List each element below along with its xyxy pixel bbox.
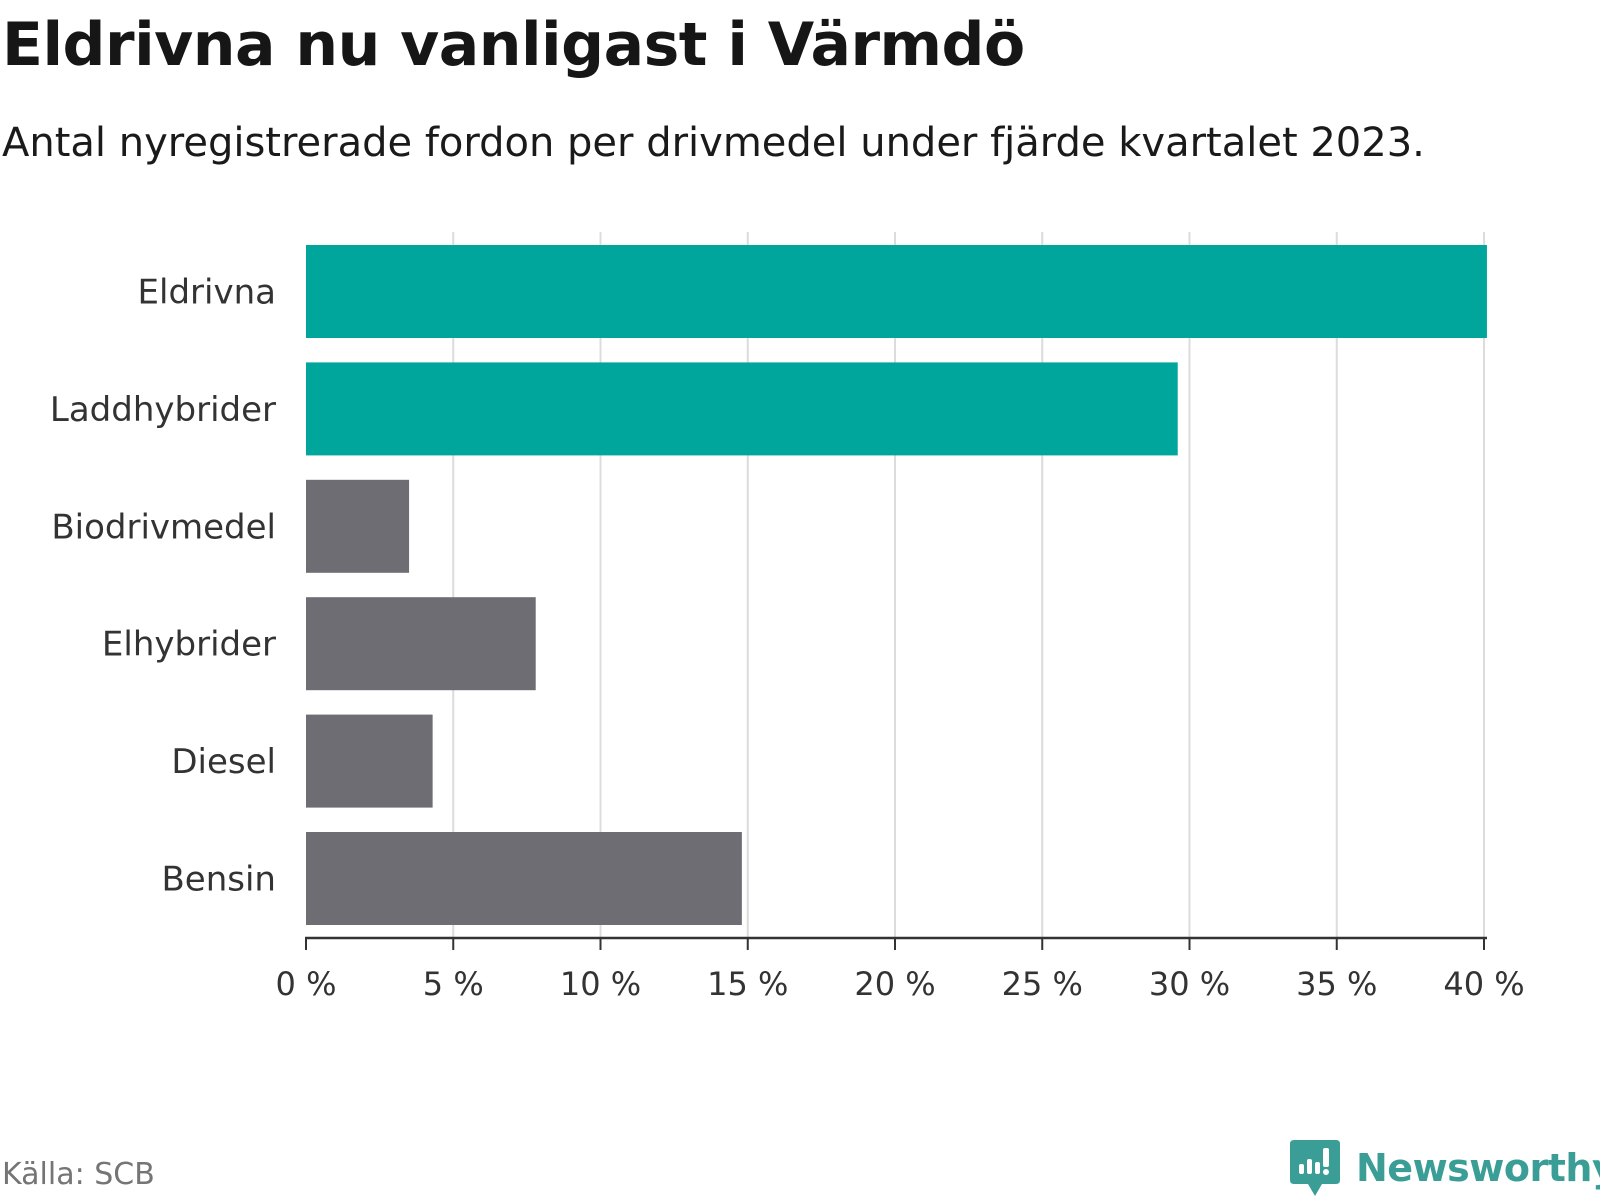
chart-title: Eldrivna nu vanligast i Värmdö: [2, 10, 1025, 80]
x-tick-label-20: 20 %: [854, 965, 935, 1003]
x-tick-label-0: 0 %: [276, 965, 337, 1003]
x-tick-label-30: 30 %: [1149, 965, 1230, 1003]
x-tick-label-10: 10 %: [560, 965, 641, 1003]
bar-diesel: [306, 714, 433, 808]
category-label-bensin: Bensin: [161, 860, 276, 900]
category-label-eldrivna: Eldrivna: [138, 273, 276, 313]
x-tick-label-5: 5 %: [423, 965, 484, 1003]
category-label-diesel: Diesel: [171, 742, 276, 782]
category-label-biodrivmedel: Biodrivmedel: [51, 507, 276, 547]
category-label-laddhybrider: Laddhybrider: [50, 390, 276, 430]
x-tick-label-25: 25 %: [1002, 965, 1083, 1003]
brand-name: Newsworthy: [1356, 1146, 1600, 1190]
bar-biodrivmedel: [306, 479, 410, 573]
x-tick-label-35: 35 %: [1296, 965, 1377, 1003]
category-labels: Eldrivna Laddhybrider Biodrivmedel Elhybrid…: [50, 273, 276, 900]
grid-lines: [452, 232, 1485, 938]
brand-logo: Newsworthy: [1290, 1140, 1600, 1196]
bar-chart: Eldrivna Laddhybrider Biodrivmedel Elhybrid…: [50, 232, 1525, 1003]
source-note: Källa: SCB: [2, 1157, 155, 1192]
newsworthy-logo-icon: [1290, 1140, 1340, 1196]
bar-elhybrider: [306, 597, 536, 691]
x-axis: 0 % 5 % 10 % 15 % 20 % 25 % 30 % 35 % 40 %: [276, 936, 1525, 1003]
x-tick-label-15: 15 %: [707, 965, 788, 1003]
bar-laddhybrider: [306, 362, 1178, 456]
bars: [306, 245, 1487, 925]
bar-bensin: [306, 832, 742, 925]
x-tick-label-40: 40 %: [1443, 965, 1524, 1003]
chart-subtitle: Antal nyregistrerade fordon per drivmede…: [2, 120, 1425, 166]
category-label-elhybrider: Elhybrider: [102, 625, 276, 665]
bar-eldrivna: [306, 245, 1487, 338]
